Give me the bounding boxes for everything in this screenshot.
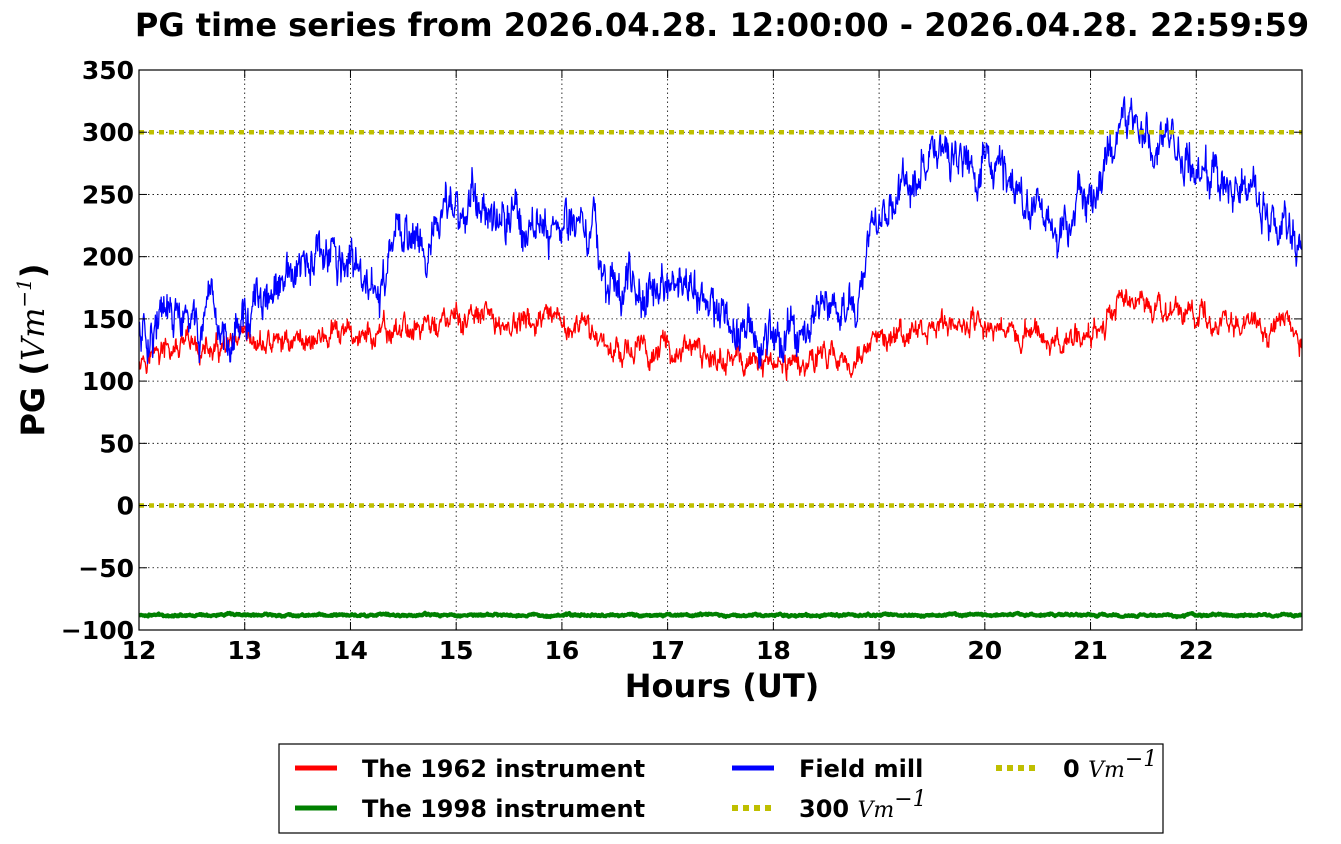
- y-tick-label: 50: [99, 429, 134, 458]
- legend-label-unit: Vm: [857, 798, 894, 823]
- legend-label-text: The 1998 instrument: [362, 795, 645, 823]
- x-tick-label: 18: [756, 636, 791, 665]
- x-tick-label: 12: [122, 636, 157, 665]
- axes-frame: [138, 69, 1303, 631]
- x-tick-label: 13: [227, 636, 262, 665]
- series-line-instrument-1998: [139, 610, 1302, 620]
- x-axis-label: Hours (UT): [625, 667, 820, 705]
- legend-label-text: Field mill: [799, 755, 923, 783]
- chart-title: PG time series from 2026.04.28. 12:00:00…: [135, 6, 1309, 44]
- legend-label-unit: Vm: [1088, 758, 1125, 783]
- legend-label-text: The 1962 instrument: [362, 755, 645, 783]
- y-tick-label: 150: [82, 305, 134, 334]
- legend: The 1962 instrument The 1998 instrument Fi…: [278, 743, 1164, 834]
- y-tick-label: 250: [82, 180, 134, 209]
- y-tick-label: −50: [78, 554, 134, 583]
- y-axis-label-unit-exponent: −1: [12, 278, 36, 307]
- y-tick-label: 100: [82, 367, 134, 396]
- legend-label: 0 Vm−1: [1063, 747, 1157, 783]
- x-tick-label: 22: [1179, 636, 1214, 665]
- x-tick-label: 19: [862, 636, 897, 665]
- x-tick-label: 15: [439, 636, 474, 665]
- legend-label-text: 0: [1063, 755, 1088, 783]
- y-tick-label: 300: [82, 118, 134, 147]
- y-tick-label: 200: [82, 243, 134, 272]
- legend-label-text: 300: [799, 795, 857, 823]
- x-tick-label: 21: [1073, 636, 1108, 665]
- y-tick-label: −100: [61, 616, 134, 645]
- y-axis-label-text: PG (: [14, 361, 52, 436]
- legend-label-unit-exponent: −1: [1125, 747, 1157, 772]
- x-tick-label: 14: [333, 636, 368, 665]
- y-tick-label: 0: [117, 492, 134, 521]
- x-tick-label: 16: [545, 636, 580, 665]
- y-axis-label: PG (Vm−1): [12, 263, 52, 436]
- series-line-field-mill: [139, 96, 1302, 369]
- reference-lines: [139, 129, 1302, 508]
- legend-label: 300 Vm−1: [799, 787, 927, 823]
- x-tick-label: 20: [967, 636, 1002, 665]
- legend-box: [278, 743, 1164, 834]
- legend-label-unit-exponent: −1: [894, 787, 926, 812]
- y-axis-label-unit: Vm: [14, 308, 52, 361]
- legend-label: The 1962 instrument: [362, 755, 645, 783]
- data-series: [139, 96, 1302, 620]
- y-axis-ticks: −100 −50 0 50 100 150 200 250 300 350: [61, 56, 1302, 645]
- series-line-instrument-1962: [139, 288, 1302, 382]
- x-tick-label: 17: [650, 636, 685, 665]
- legend-label: Field mill: [799, 755, 923, 783]
- y-tick-label: 350: [82, 56, 134, 85]
- legend-label: The 1998 instrument: [362, 795, 645, 823]
- x-axis-ticks: 12 13 14 15 16 17 18 19 20 21 22: [122, 70, 1214, 665]
- y-axis-label-close: ): [14, 263, 52, 278]
